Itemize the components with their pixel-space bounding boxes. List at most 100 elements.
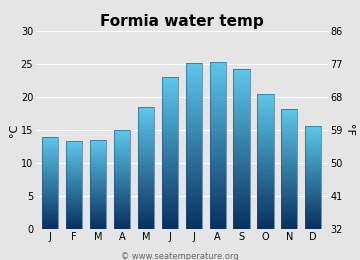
Bar <box>233 111 250 112</box>
Bar <box>186 111 202 112</box>
Bar <box>114 200 130 201</box>
Bar <box>257 146 274 147</box>
Bar <box>257 136 274 137</box>
Bar <box>210 204 226 205</box>
Bar <box>186 210 202 211</box>
Bar <box>257 177 274 178</box>
Bar <box>257 226 274 227</box>
Bar <box>66 174 82 175</box>
Bar <box>66 184 82 185</box>
Bar <box>305 196 321 197</box>
Bar <box>42 184 58 185</box>
Bar <box>257 164 274 165</box>
Bar <box>305 186 321 187</box>
Bar <box>66 204 82 205</box>
Bar <box>233 202 250 203</box>
Bar <box>210 114 226 115</box>
Bar <box>257 114 274 115</box>
Bar <box>138 176 154 177</box>
Bar <box>281 150 297 151</box>
Bar <box>66 180 82 181</box>
Bar <box>233 172 250 173</box>
Bar <box>90 161 106 162</box>
Bar <box>162 128 178 129</box>
Bar <box>281 125 297 126</box>
Bar <box>305 210 321 211</box>
Bar <box>233 140 250 141</box>
Bar <box>233 149 250 150</box>
Bar <box>42 180 58 181</box>
Bar <box>138 110 154 111</box>
Bar <box>162 94 178 95</box>
Bar <box>281 218 297 219</box>
Bar <box>162 216 178 217</box>
Bar <box>233 197 250 198</box>
Bar <box>281 149 297 150</box>
Bar <box>162 122 178 123</box>
Bar <box>42 218 58 219</box>
Bar <box>138 164 154 165</box>
Bar <box>114 130 130 229</box>
Bar <box>210 89 226 90</box>
Bar <box>305 136 321 137</box>
Bar <box>186 79 202 80</box>
Bar <box>42 216 58 217</box>
Bar <box>210 149 226 150</box>
Bar <box>66 222 82 223</box>
Bar <box>210 185 226 186</box>
Bar <box>257 171 274 172</box>
Bar <box>210 119 226 120</box>
Bar <box>210 201 226 202</box>
Bar <box>186 146 202 147</box>
Bar <box>138 157 154 158</box>
Bar <box>186 144 202 145</box>
Bar <box>233 89 250 90</box>
Bar <box>162 173 178 174</box>
Bar <box>42 211 58 212</box>
Bar <box>162 136 178 137</box>
Bar <box>186 208 202 209</box>
Bar <box>233 117 250 118</box>
Bar <box>281 206 297 207</box>
Bar <box>138 178 154 179</box>
Bar <box>90 226 106 227</box>
Bar <box>162 106 178 107</box>
Bar <box>66 216 82 217</box>
Bar <box>42 209 58 210</box>
Bar <box>186 157 202 158</box>
Bar <box>281 220 297 221</box>
Bar <box>281 136 297 137</box>
Bar <box>66 200 82 201</box>
Bar <box>281 185 297 186</box>
Bar <box>233 73 250 74</box>
Bar <box>138 122 154 123</box>
Bar <box>257 197 274 198</box>
Bar <box>114 192 130 193</box>
Bar <box>210 179 226 180</box>
Bar <box>162 84 178 85</box>
Bar <box>257 176 274 177</box>
Bar <box>66 197 82 198</box>
Bar <box>162 163 178 164</box>
Bar <box>210 195 226 196</box>
Bar <box>305 181 321 182</box>
Bar <box>233 156 250 157</box>
Bar <box>138 173 154 174</box>
Bar <box>162 103 178 104</box>
Bar <box>162 133 178 134</box>
Bar <box>138 228 154 229</box>
Bar <box>305 179 321 180</box>
Bar <box>162 126 178 127</box>
Bar <box>257 140 274 141</box>
Bar <box>233 208 250 209</box>
Bar <box>42 196 58 197</box>
Bar <box>305 153 321 154</box>
Bar <box>210 91 226 92</box>
Bar <box>138 174 154 175</box>
Bar <box>162 201 178 202</box>
Bar <box>257 125 274 126</box>
Bar <box>66 165 82 166</box>
Bar <box>90 178 106 179</box>
Bar <box>138 159 154 160</box>
Bar <box>281 161 297 162</box>
